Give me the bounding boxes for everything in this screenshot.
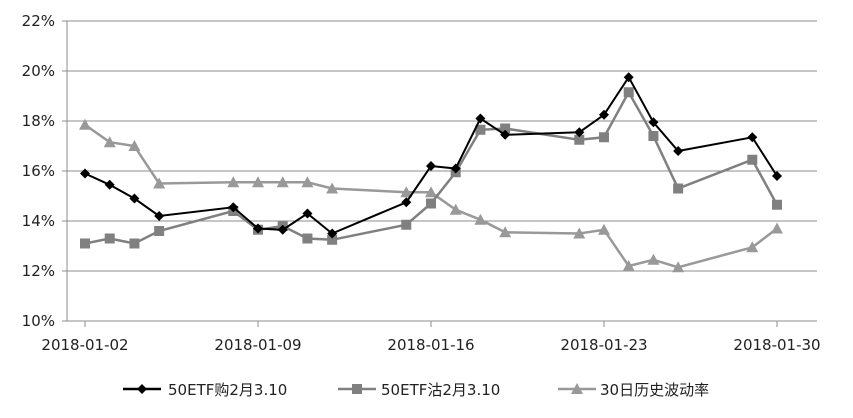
x-tick-label: 2018-01-09 [214, 336, 301, 354]
data-point [499, 226, 512, 238]
data-point [302, 208, 313, 219]
data-point [500, 123, 511, 134]
data-point [574, 134, 585, 145]
data-point [449, 203, 462, 215]
legend-marker [352, 384, 362, 394]
data-point [253, 223, 263, 234]
legend: 50ETF购2月3.10 50ETF沽2月3.10 30日历史波动率 [123, 381, 709, 399]
data-point [599, 132, 609, 143]
data-point [475, 124, 486, 135]
data-point [599, 109, 609, 120]
data-point [622, 260, 635, 271]
y-tick-label: 12% [22, 262, 55, 280]
x-tick-label: 2018-01-16 [387, 336, 474, 354]
data-point [772, 171, 782, 181]
data-point [450, 163, 461, 174]
data-point [327, 234, 338, 245]
data-point [648, 117, 659, 128]
series-square [80, 87, 782, 249]
data-point [80, 238, 90, 249]
y-tick-label: 20% [22, 62, 55, 80]
data-point [104, 233, 115, 244]
y-tick-label: 22% [22, 12, 55, 30]
x-tick-label: 2018-01-30 [733, 336, 820, 354]
data-point [623, 72, 634, 83]
series-lines [79, 72, 783, 273]
legend-marker [137, 384, 147, 394]
data-point [598, 223, 610, 235]
data-point [648, 131, 659, 141]
data-point [154, 211, 165, 221]
data-point [129, 193, 140, 204]
data-point [401, 219, 412, 230]
data-point [426, 198, 436, 209]
data-point [302, 233, 313, 244]
data-point [277, 224, 288, 235]
data-point [574, 127, 585, 138]
data-point [327, 228, 338, 239]
data-point [326, 182, 339, 194]
data-point [227, 176, 240, 188]
series-diamond [80, 72, 782, 239]
data-point [276, 176, 289, 188]
data-point [426, 161, 436, 171]
legend-item: 30日历史波动率 [558, 381, 709, 399]
axes [62, 20, 817, 327]
legend-label: 50ETF购2月3.10 [168, 381, 287, 399]
data-point [103, 136, 116, 148]
legend-marker [571, 383, 583, 394]
y-axis-ticks: 10% 12% 14% 16% 18% 20% 22% [22, 12, 55, 330]
data-point [474, 213, 487, 225]
data-point [746, 241, 759, 253]
data-point [80, 168, 90, 179]
data-point [104, 179, 115, 190]
data-point [672, 261, 685, 273]
data-point [772, 199, 782, 210]
data-point [228, 202, 239, 213]
data-point [79, 118, 91, 130]
legend-label: 50ETF沽2月3.10 [381, 381, 500, 399]
data-point [647, 253, 660, 265]
y-tick-label: 10% [22, 312, 55, 330]
legend-item: 50ETF沽2月3.10 [338, 381, 500, 399]
data-point [623, 87, 634, 98]
y-tick-label: 16% [22, 162, 55, 180]
data-point [301, 176, 314, 188]
y-tick-label: 18% [22, 112, 55, 130]
data-point [573, 227, 586, 239]
data-point [673, 183, 684, 194]
data-point [129, 238, 140, 249]
data-point [425, 186, 437, 198]
y-tick-label: 14% [22, 212, 55, 230]
series-line [84, 75, 778, 235]
data-point [673, 146, 684, 156]
data-point [401, 197, 412, 208]
series-triangle [79, 118, 783, 273]
data-point [153, 177, 166, 189]
data-point [128, 140, 141, 151]
data-point [771, 222, 783, 234]
legend-label: 30日历史波动率 [600, 381, 709, 399]
data-point [500, 129, 511, 140]
x-axis-ticks: 2018-01-02 2018-01-09 2018-01-16 2018-01-23… [41, 336, 820, 354]
data-point [475, 113, 486, 124]
legend-item: 50ETF购2月3.10 [123, 381, 287, 399]
data-point [252, 176, 264, 188]
x-tick-label: 2018-01-02 [41, 336, 128, 354]
data-point [747, 154, 758, 165]
data-point [154, 226, 165, 236]
data-point [400, 186, 413, 198]
data-point [747, 132, 758, 143]
x-tick-label: 2018-01-23 [560, 336, 647, 354]
